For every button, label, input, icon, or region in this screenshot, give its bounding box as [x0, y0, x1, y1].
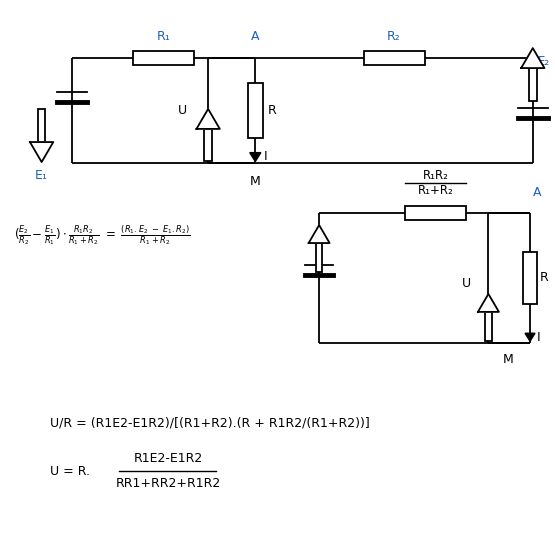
Text: R1E2-E1R2: R1E2-E1R2: [133, 452, 203, 466]
Bar: [405, 206, 466, 220]
Bar: [316, 243, 322, 273]
Polygon shape: [196, 109, 220, 129]
Text: U: U: [462, 277, 471, 290]
Text: A: A: [251, 29, 260, 43]
Polygon shape: [478, 294, 499, 312]
Polygon shape: [309, 225, 330, 243]
Text: U/R = (R1E2-E1R2)/[(R1+R2).(R + R1R2/(R1+R2))]: U/R = (R1E2-E1R2)/[(R1+R2).(R + R1R2/(R1…: [50, 416, 370, 430]
Text: U = R.: U = R.: [50, 465, 90, 478]
Text: R₂: R₂: [387, 29, 401, 43]
Text: RR1+RR2+R1R2: RR1+RR2+R1R2: [115, 477, 220, 490]
Text: A: A: [533, 186, 541, 199]
Polygon shape: [250, 153, 261, 161]
Text: R₁: R₁: [157, 29, 170, 43]
Polygon shape: [30, 142, 53, 162]
Text: U: U: [178, 104, 187, 117]
Polygon shape: [521, 48, 544, 68]
Bar: [38, 109, 46, 142]
Bar: [248, 83, 263, 138]
Bar: [364, 51, 425, 65]
Text: E₂: E₂: [538, 55, 551, 69]
Bar: [204, 129, 212, 161]
Bar: [133, 51, 194, 65]
Text: M: M: [250, 175, 261, 189]
Text: R: R: [540, 272, 549, 284]
Text: R₁+R₂: R₁+R₂: [418, 184, 453, 197]
Text: I: I: [537, 331, 541, 344]
Text: R₁R₂: R₁R₂: [423, 169, 448, 182]
Polygon shape: [525, 333, 535, 341]
Bar: [529, 68, 537, 101]
Text: $(\frac{E_2}{R_2}-\frac{E_1}{R_1})\cdot\frac{R_1R_2}{R_1+R_2}\ =\ \frac{(R_1.E_2: $(\frac{E_2}{R_2}-\frac{E_1}{R_1})\cdot\…: [14, 223, 190, 247]
Text: M: M: [502, 353, 513, 366]
Bar: [523, 252, 537, 304]
Text: I: I: [264, 150, 268, 163]
Text: R: R: [268, 104, 276, 117]
Text: E₁: E₁: [35, 169, 48, 182]
Bar: [485, 312, 492, 341]
